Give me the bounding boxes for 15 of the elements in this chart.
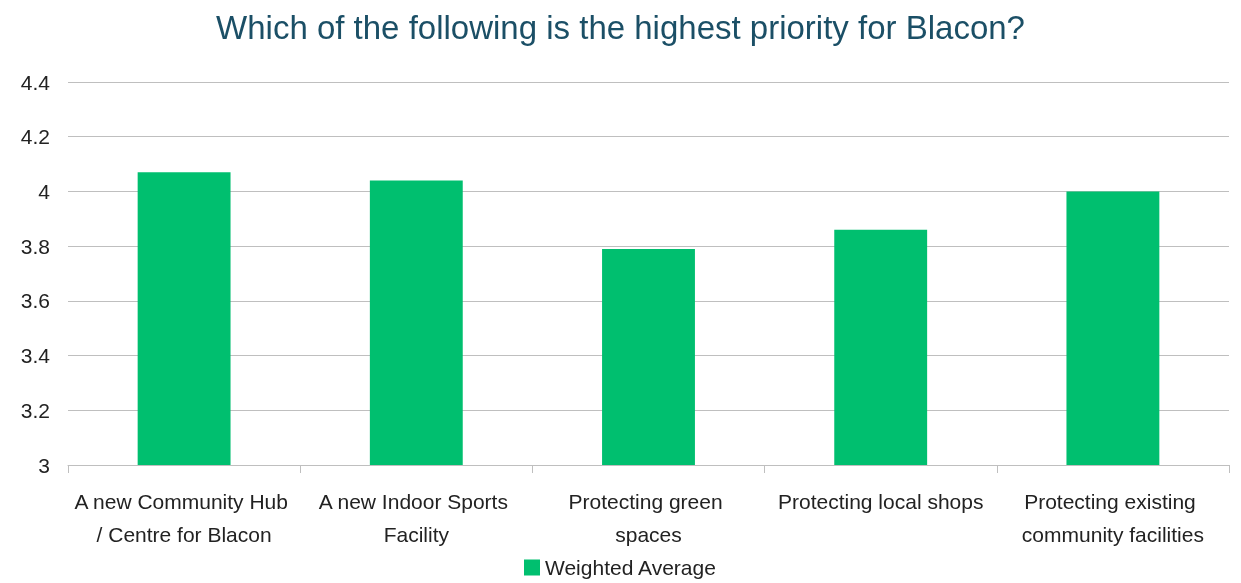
y-tick-label: 4.2 — [20, 125, 50, 149]
y-tick-label: 3.8 — [20, 234, 50, 258]
chart-title: Which of the following is the highest priority for Blacon? — [216, 9, 1025, 46]
y-tick-label: 3.4 — [20, 344, 51, 368]
y-tick-label: 4.4 — [20, 70, 51, 94]
x-tick-label: Protecting green spaces — [568, 490, 729, 546]
x-tick-label: Protecting existing community facilities — [1021, 490, 1204, 546]
y-tick-label: 3 — [38, 453, 50, 477]
y-tick-label: 4 — [38, 179, 51, 203]
x-tick-label: A new Indoor Sports Facility — [318, 490, 514, 546]
x-tick-label: A new Community Hub / Centre for Blacon — [74, 490, 294, 546]
legend-label: Weighted Average — [545, 556, 716, 579]
x-tick-label: Protecting local shops — [777, 490, 984, 513]
y-tick-label: 3.6 — [20, 289, 50, 313]
y-tick-label: 3.2 — [20, 398, 50, 422]
